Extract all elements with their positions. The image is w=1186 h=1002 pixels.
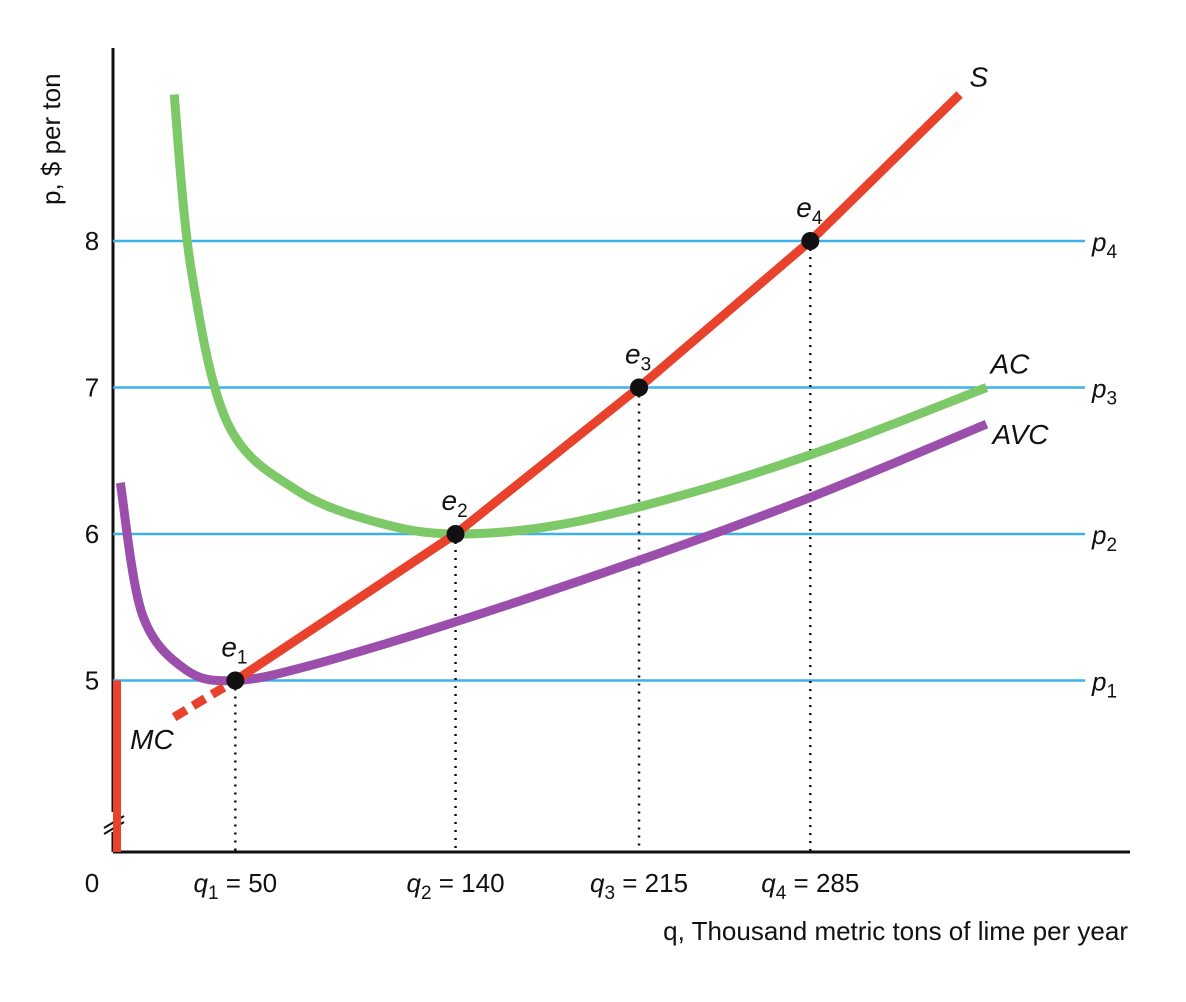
- supply-label: S: [970, 62, 989, 93]
- equilibrium-label: e3: [625, 339, 651, 376]
- x-tick-label: q1 = 50: [194, 868, 278, 904]
- x-tick-label: q2 = 140: [407, 868, 505, 904]
- x-tick-label: q3 = 215: [590, 868, 688, 904]
- equilibrium-points: [226, 232, 820, 690]
- avc-curve: [115, 419, 989, 686]
- equilibrium-label: e1: [221, 632, 247, 669]
- equilibrium-label: e2: [442, 485, 468, 522]
- equilibrium-point: [446, 525, 465, 543]
- x-axis-title: q, Thousand metric tons of lime per year: [663, 916, 1128, 946]
- equilibrium-label: e4: [796, 192, 823, 229]
- drop-lines: [234, 241, 812, 852]
- y-tick-label: 7: [85, 373, 99, 403]
- y-tick-label: 5: [85, 666, 99, 696]
- price-lines: [113, 239, 1085, 682]
- avc-label: AVC: [990, 419, 1049, 450]
- equilibrium-point: [630, 378, 649, 397]
- mc-label: MC: [130, 724, 174, 755]
- equilibrium-point: [801, 232, 820, 250]
- y-tick-label: 6: [85, 519, 99, 549]
- ac-label: AC: [988, 349, 1030, 380]
- mc-dashed-segment: [171, 676, 238, 721]
- price-line-label: p3: [1091, 374, 1117, 410]
- price-line-label: p1: [1091, 667, 1117, 703]
- origin-label: 0: [85, 868, 99, 898]
- y-tick-label: 8: [85, 226, 99, 256]
- equilibrium-point: [226, 671, 245, 690]
- x-tick-label: q4 = 285: [761, 868, 859, 904]
- price-line-label: p4: [1091, 227, 1117, 263]
- labels: 5 6 7 8 p1 p2 p3 p4 q1 = 50 q2 = 140 q3 = 215 q4 = …: [85, 62, 1118, 905]
- price-line-label: p2: [1091, 520, 1117, 556]
- curves: [113, 91, 989, 852]
- ac-curve: [169, 94, 989, 539]
- y-axis-title: p, $ per ton: [36, 73, 66, 205]
